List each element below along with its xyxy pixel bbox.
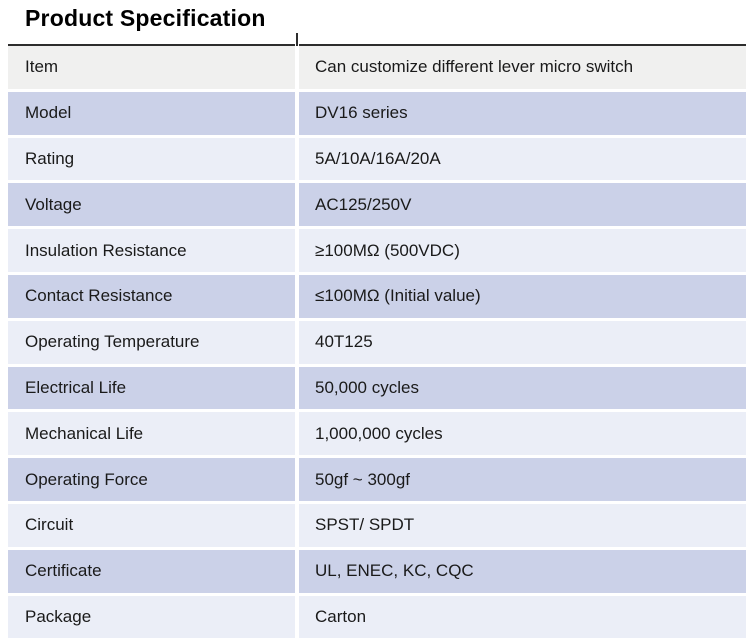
spec-value-voltage: AC125/250V: [299, 183, 746, 227]
column-divider-tick: [296, 33, 298, 46]
spec-label-package: Package: [8, 595, 295, 639]
page-title: Product Specification: [25, 5, 266, 31]
table-top-border-left: [8, 44, 295, 46]
spec-value-electrical-life: 50,000 cycles: [299, 366, 746, 410]
spec-table: Item Can customize different lever micro…: [8, 33, 746, 639]
spec-label-item: Item: [8, 46, 295, 89]
spec-label-circuit: Circuit: [8, 503, 295, 547]
spec-label-model: Model: [8, 91, 295, 135]
spec-label-certificate: Certificate: [8, 549, 295, 593]
spec-value-certificate: UL, ENEC, KC, CQC: [299, 549, 746, 593]
spec-label-insulation-resistance: Insulation Resistance: [8, 229, 295, 272]
spec-value-circuit: SPST/ SPDT: [299, 503, 746, 547]
spec-label-operating-temperature: Operating Temperature: [8, 320, 295, 364]
spec-label-voltage: Voltage: [8, 183, 295, 227]
spec-label-contact-resistance: Contact Resistance: [8, 274, 295, 318]
spec-value-insulation-resistance: ≥100MΩ (500VDC): [299, 229, 746, 272]
spec-value-model: DV16 series: [299, 91, 746, 135]
spec-value-operating-force: 50gf ~ 300gf: [299, 458, 746, 501]
spec-value-item: Can customize different lever micro swit…: [299, 46, 746, 89]
spec-label-rating: Rating: [8, 137, 295, 181]
spec-label-operating-force: Operating Force: [8, 458, 295, 501]
spec-label-mechanical-life: Mechanical Life: [8, 412, 295, 456]
spec-grid: Item Can customize different lever micro…: [8, 46, 746, 639]
table-top-border-right: [299, 44, 746, 46]
spec-value-rating: 5A/10A/16A/20A: [299, 137, 746, 181]
spec-value-package: Carton: [299, 595, 746, 639]
spec-value-contact-resistance: ≤100MΩ (Initial value): [299, 274, 746, 318]
spec-label-electrical-life: Electrical Life: [8, 366, 295, 410]
spec-value-mechanical-life: 1,000,000 cycles: [299, 412, 746, 456]
spec-value-operating-temperature: 40T125: [299, 320, 746, 364]
